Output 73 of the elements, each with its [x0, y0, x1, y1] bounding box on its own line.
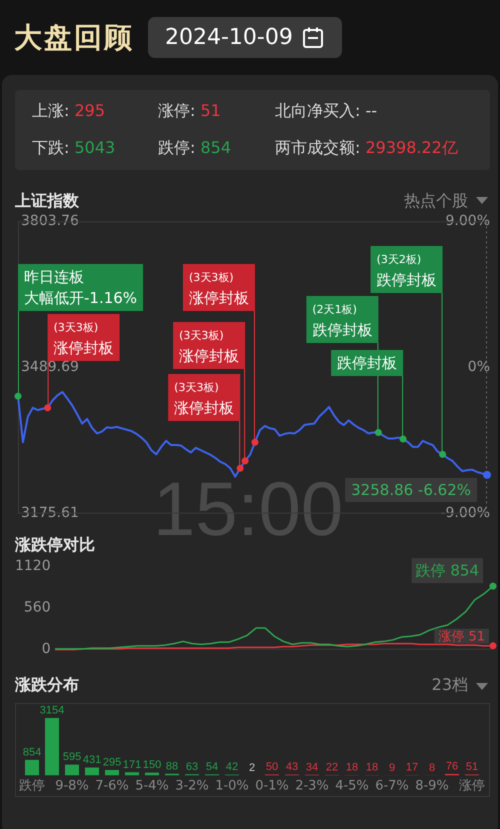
text: 跌停 854	[416, 562, 480, 580]
data-label: 88	[166, 760, 178, 772]
x-tick-label: 7-6%	[95, 778, 129, 794]
x-tick-label: 4-5%	[335, 778, 369, 794]
y-tick-label: 1120	[14, 558, 51, 574]
annotation: (3天3板)涨停封板	[188, 270, 249, 307]
text: 上涨: 295	[32, 101, 106, 120]
x-tick-label: 8-9%	[415, 778, 449, 794]
data-label: 50	[266, 761, 278, 774]
x-tick-label: 0-1%	[255, 778, 289, 794]
data-label: 18	[346, 762, 358, 774]
x-tick-label: 涨停	[459, 778, 485, 794]
data-label: 2	[248, 762, 256, 774]
bar	[45, 718, 59, 776]
data-label: 8	[428, 762, 436, 774]
chart-title: 涨跌分布	[15, 675, 79, 695]
text: 涨停: 51	[158, 101, 221, 120]
text: 跌停: 854	[158, 138, 232, 157]
data-label: 171	[122, 758, 142, 771]
bar	[145, 772, 159, 776]
text: 大盘回顾	[14, 21, 134, 55]
data-label: 9	[388, 762, 396, 774]
data-label: 17	[406, 762, 418, 774]
annotation: (3天3板)涨停封板	[179, 328, 240, 365]
bar	[65, 764, 79, 776]
point	[483, 470, 491, 479]
data-label: 295	[102, 756, 122, 769]
bar	[25, 760, 39, 776]
annotation: 昨日连板大幅低开-1.16%	[24, 268, 138, 307]
data-label: 43	[286, 761, 298, 774]
data-label: 34	[306, 761, 318, 774]
date-field: 2024-10-09	[148, 17, 342, 58]
data-label: 63	[186, 760, 198, 773]
data-label: 54	[206, 760, 218, 773]
text: 下跌: 5043	[32, 138, 116, 157]
y2-tick-label: 9.00%	[446, 213, 490, 230]
x-tick-label: 3-2%	[175, 778, 209, 794]
x-tick-label: 6-7%	[375, 778, 409, 794]
annotation: (3天3板)涨停封板	[54, 320, 114, 357]
data-label: 150	[142, 759, 162, 772]
bar	[105, 770, 119, 776]
y-tick-label: 3175.61	[21, 505, 79, 522]
text: 热点个股	[404, 191, 468, 211]
data-label: 42	[226, 761, 238, 774]
chart-title: 涨跌停对比	[15, 535, 95, 555]
x-tick-label: 1-0%	[215, 778, 249, 794]
x-tick-label: 跌停	[19, 778, 45, 794]
chart-title: 上证指数	[15, 191, 79, 211]
data-label: 854	[22, 746, 42, 758]
data-label: 3154	[40, 704, 64, 717]
y2-tick-label: 0%	[468, 359, 490, 376]
text: 涨停 51	[438, 630, 486, 645]
text: 北向净买入: --	[275, 101, 378, 120]
x-tick-label: 9-8%	[55, 778, 89, 794]
data-label: 22	[326, 762, 338, 774]
data-label: 76	[446, 760, 458, 773]
annotation: 3258.86 -6.62%	[351, 480, 472, 499]
text: 23档	[432, 675, 468, 695]
y-tick-label: 0	[42, 641, 51, 658]
text: 两市成交额: 29398.22亿	[275, 138, 458, 157]
data-label: 595	[62, 751, 82, 764]
data-label: 51	[466, 761, 478, 774]
data-label: 431	[82, 754, 102, 766]
annotation: (2天1板)跌停封板	[312, 302, 372, 339]
data-label: 18	[366, 762, 378, 774]
x-tick-label: 2-3%	[295, 778, 329, 794]
annotation: 跌停封板	[337, 354, 398, 372]
bar	[85, 768, 99, 776]
x-tick-label: 5-4%	[135, 778, 169, 794]
y-tick-label: 3803.76	[21, 213, 79, 230]
y-tick-label: 560	[24, 600, 51, 616]
annotation: (3天2板)跌停封板	[376, 252, 437, 289]
annotation: (3天3板)涨停封板	[174, 380, 234, 417]
